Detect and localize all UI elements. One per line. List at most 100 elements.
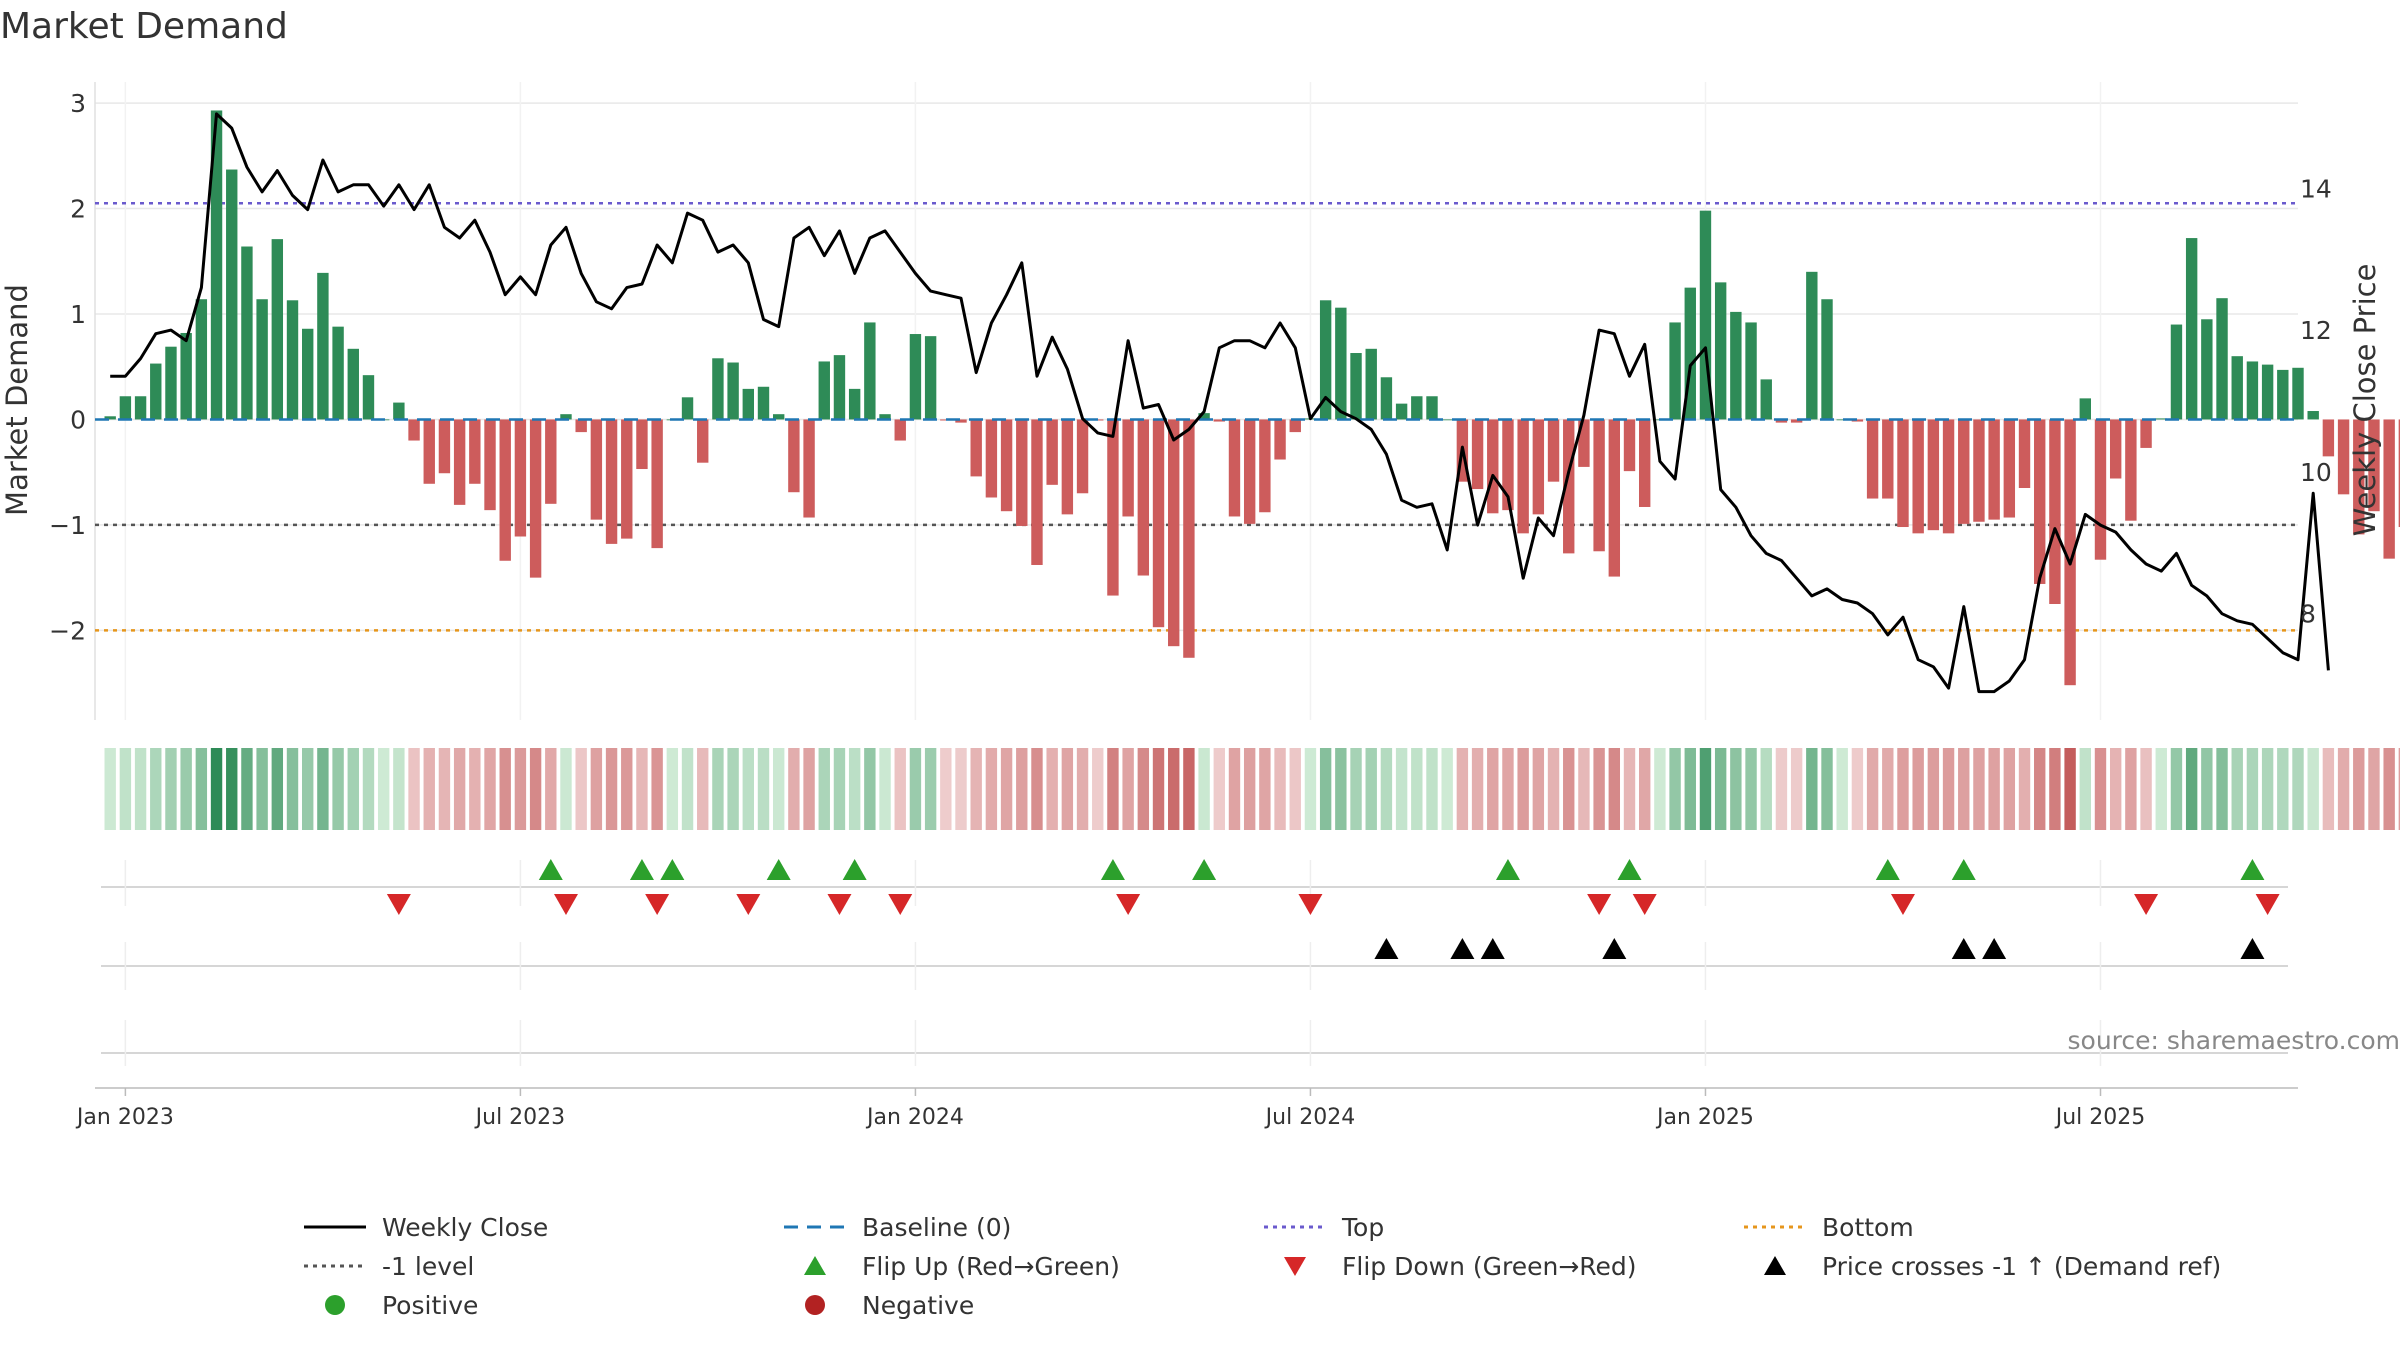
- heat-cell: [1563, 748, 1575, 830]
- flip-down-marker: [827, 894, 852, 915]
- chart-title: Market Demand: [0, 6, 288, 47]
- y-tick-label: 3: [70, 89, 86, 118]
- heat-cell: [1000, 748, 1013, 830]
- heat-cell: [575, 748, 587, 830]
- positive-bar: [210, 110, 223, 420]
- negative-bar: [529, 419, 542, 578]
- legend-label: -1 level: [382, 1251, 475, 1281]
- heat-cell: [1973, 748, 1985, 830]
- heat-cell: [2368, 748, 2380, 830]
- price-cross-marker: [2240, 938, 2265, 959]
- negative-bar: [605, 419, 618, 544]
- positive-bar: [864, 322, 876, 420]
- heat-cell: [1016, 748, 1028, 830]
- legend-item: Top: [1260, 1208, 1384, 1246]
- heat-cell: [833, 748, 846, 830]
- heat-cell: [1547, 748, 1560, 830]
- negative-bar: [2368, 419, 2380, 512]
- heat-cell: [879, 748, 891, 830]
- heat-cell: [1213, 748, 1225, 830]
- heat-cell: [317, 748, 329, 830]
- heat-cell: [1304, 748, 1317, 830]
- negative-bar: [1122, 419, 1134, 517]
- negative-bar: [1958, 419, 1970, 524]
- heat-cell: [1243, 748, 1256, 830]
- negative-bar: [651, 419, 663, 549]
- positive-bar: [1730, 311, 1742, 420]
- heat-cell: [514, 748, 527, 830]
- flip-down-marker: [2134, 894, 2159, 915]
- negative-bar: [499, 419, 511, 561]
- heat-cell: [727, 748, 739, 830]
- heat-cell: [377, 748, 390, 830]
- positive-bar: [1760, 379, 1772, 420]
- negative-bar: [423, 419, 435, 484]
- legend-marker-icon: [1764, 1256, 1786, 1275]
- heat-cell: [894, 748, 906, 830]
- negative-bar: [1259, 419, 1271, 513]
- y-tick-label: 2: [70, 195, 86, 224]
- demand-heatmap-strip: [104, 748, 2400, 830]
- negative-bar: [1502, 419, 1514, 511]
- heat-cell: [772, 748, 785, 830]
- negative-bar: [1942, 419, 1955, 534]
- flip-up-marker: [766, 859, 791, 880]
- positive-bar: [2292, 367, 2304, 420]
- heat-cell: [2201, 748, 2213, 830]
- heat-cell: [2155, 748, 2167, 830]
- source-credit: source: sharemaestro.com: [2068, 1026, 2400, 1055]
- negative-bar: [2140, 419, 2152, 448]
- heat-cell: [757, 748, 770, 830]
- positive-bar: [332, 326, 344, 420]
- legend-item: Baseline (0): [780, 1208, 1011, 1246]
- heat-cell: [1228, 748, 1241, 830]
- x-tick-label: Jan 2023: [75, 1105, 174, 1130]
- heat-cell: [1578, 748, 1590, 830]
- heat-cell: [1076, 748, 1089, 830]
- positive-bar: [2277, 369, 2289, 420]
- heat-cell: [195, 748, 208, 830]
- negative-bar: [1578, 419, 1590, 467]
- negative-bar: [2353, 419, 2365, 535]
- heat-cell: [818, 748, 830, 830]
- heat-cell: [1365, 748, 1377, 830]
- y2-tick-label: 12: [2300, 316, 2332, 345]
- positive-bar: [2201, 319, 2213, 420]
- positive-bar: [818, 361, 830, 420]
- positive-bar: [1411, 396, 1423, 420]
- heat-cell: [1958, 748, 1970, 830]
- negative-bar: [1912, 419, 1924, 534]
- heat-cell: [1502, 748, 1514, 830]
- negative-bar: [1228, 419, 1241, 517]
- positive-bar: [1821, 299, 1833, 420]
- heat-cell: [180, 748, 192, 830]
- heat-cell: [788, 748, 800, 830]
- flip-up-marker: [842, 859, 867, 880]
- legend-label: Weekly Close: [382, 1212, 549, 1242]
- flip-down-marker: [1632, 894, 1657, 915]
- heat-cell: [940, 748, 952, 830]
- heat-cell: [1532, 748, 1545, 830]
- positive-bar: [2231, 356, 2243, 420]
- heat-cell: [1350, 748, 1362, 830]
- negative-bar: [1274, 419, 1286, 460]
- negative-bar: [1076, 419, 1089, 494]
- heat-cell: [605, 748, 618, 830]
- heat-cell: [134, 748, 147, 830]
- positive-bar: [848, 388, 861, 420]
- flip-down-marker: [645, 894, 670, 915]
- heat-cell: [1183, 748, 1195, 830]
- heat-cell: [1866, 748, 1879, 830]
- heat-cell: [1061, 748, 1074, 830]
- negative-bar: [1243, 419, 1256, 524]
- positive-bar: [742, 388, 755, 420]
- heat-cell: [1897, 748, 1909, 830]
- negative-bar: [1638, 419, 1651, 507]
- heat-cell: [1259, 748, 1271, 830]
- heat-cell: [590, 748, 603, 830]
- heat-cell: [1988, 748, 2000, 830]
- negative-bar: [1897, 419, 1909, 528]
- heat-cell: [1608, 748, 1621, 830]
- negative-bar: [453, 419, 466, 505]
- heat-cell: [2398, 748, 2400, 830]
